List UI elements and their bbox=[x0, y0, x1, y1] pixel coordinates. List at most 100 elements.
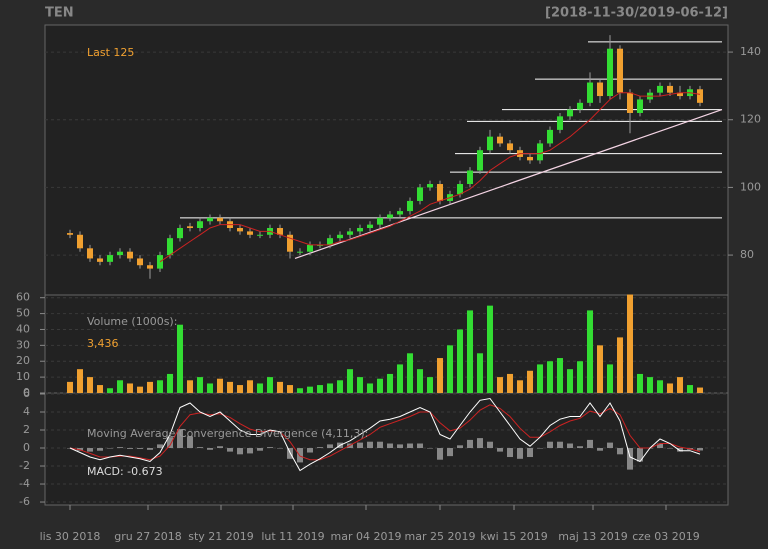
candle-body bbox=[97, 258, 103, 262]
volume-bar bbox=[647, 377, 653, 393]
y-tick-label: 30 bbox=[16, 338, 30, 351]
volume-bar bbox=[337, 380, 343, 393]
histogram-bar bbox=[197, 447, 203, 449]
histogram-bar bbox=[477, 438, 483, 449]
volume-bar bbox=[617, 337, 623, 393]
candle-body bbox=[527, 156, 533, 161]
candle-body bbox=[207, 217, 213, 222]
volume-bar bbox=[157, 380, 163, 393]
histogram-bar bbox=[607, 442, 613, 449]
histogram-bar bbox=[357, 442, 363, 449]
volume-bar bbox=[227, 381, 233, 393]
trend-line bbox=[294, 109, 723, 260]
candle-body bbox=[347, 231, 353, 235]
volume-bar bbox=[137, 386, 143, 393]
y-tick-label: -2 bbox=[19, 459, 30, 472]
candle-body bbox=[77, 234, 83, 249]
x-tick-label: sty 21 2019 bbox=[188, 530, 254, 543]
volume-bar bbox=[677, 377, 683, 393]
candle-body bbox=[537, 143, 543, 161]
histogram-bar bbox=[267, 447, 273, 449]
volume-bar bbox=[497, 377, 503, 393]
volume-bar bbox=[127, 383, 133, 393]
volume-bar bbox=[307, 386, 313, 393]
y-tick-label: 0 bbox=[23, 386, 30, 399]
y-tick-label: 10 bbox=[16, 370, 30, 383]
volume-bar bbox=[587, 310, 593, 393]
volume-bar bbox=[197, 377, 203, 393]
histogram-bar bbox=[297, 448, 303, 463]
volume-bar bbox=[187, 380, 193, 393]
histogram-bar bbox=[467, 439, 473, 449]
candle-body bbox=[237, 228, 243, 232]
volume-bar bbox=[477, 353, 483, 393]
volume-bar bbox=[267, 377, 273, 393]
y-tick-label: 0 bbox=[23, 441, 30, 454]
candle-body bbox=[187, 226, 193, 229]
histogram-bar bbox=[167, 437, 173, 449]
histogram-bar bbox=[107, 448, 113, 449]
histogram-bar bbox=[97, 448, 103, 451]
histogram-bar bbox=[377, 441, 383, 449]
candle-body bbox=[567, 109, 573, 117]
candle-body bbox=[87, 248, 93, 259]
histogram-bar bbox=[577, 446, 583, 449]
histogram-bar bbox=[177, 429, 183, 449]
y-tick-label: 120 bbox=[740, 113, 761, 126]
y-tick-label: 80 bbox=[740, 248, 754, 261]
histogram-bar bbox=[157, 444, 163, 449]
volume-label: Volume (1000s): bbox=[87, 315, 177, 328]
volume-bar bbox=[387, 373, 393, 393]
candle-body bbox=[467, 170, 473, 185]
volume-bar bbox=[527, 370, 533, 393]
candle-body bbox=[407, 200, 413, 212]
candle-body bbox=[697, 89, 703, 103]
histogram-bar bbox=[257, 448, 263, 451]
candle-body bbox=[437, 184, 443, 201]
histogram-bar bbox=[307, 448, 313, 453]
candle-body bbox=[557, 116, 563, 130]
histogram-bar bbox=[677, 448, 683, 452]
y-tick-label: -6 bbox=[19, 495, 30, 508]
volume-bar bbox=[697, 387, 703, 393]
x-tick-label: mar 25 2019 bbox=[405, 530, 476, 543]
candle-body bbox=[477, 150, 483, 171]
candle-body bbox=[577, 102, 583, 110]
y-tick-label: -4 bbox=[19, 477, 30, 490]
candle-body bbox=[147, 265, 153, 269]
candle-body bbox=[547, 129, 553, 144]
histogram-bar bbox=[277, 448, 283, 449]
volume-bar bbox=[607, 364, 613, 393]
volume-bar bbox=[297, 388, 303, 393]
histogram-bar bbox=[407, 443, 413, 449]
candle-body bbox=[497, 136, 503, 144]
histogram-bar bbox=[547, 441, 553, 449]
volume-bar bbox=[347, 369, 353, 393]
histogram-bar bbox=[457, 445, 463, 449]
histogram-bar bbox=[187, 436, 193, 449]
candle-body bbox=[367, 224, 373, 229]
histogram-bar bbox=[237, 448, 243, 455]
y-tick-label: 50 bbox=[16, 307, 30, 320]
candle-body bbox=[387, 214, 393, 218]
candle-body bbox=[287, 234, 293, 252]
volume-bar bbox=[407, 353, 413, 393]
y-tick-label: 40 bbox=[16, 322, 30, 335]
histogram-bar bbox=[497, 448, 503, 452]
volume-bar bbox=[637, 373, 643, 393]
candle-body bbox=[217, 217, 223, 222]
histogram-bar bbox=[637, 448, 643, 462]
candle-body bbox=[417, 187, 423, 201]
candle-body bbox=[197, 221, 203, 229]
volume-bar bbox=[67, 381, 73, 393]
histogram-bar bbox=[217, 446, 223, 449]
price-label: Last 125 bbox=[87, 46, 134, 59]
histogram-bar bbox=[557, 441, 563, 449]
candle-body bbox=[137, 258, 143, 266]
histogram-bar bbox=[667, 448, 673, 449]
histogram-bar bbox=[207, 448, 213, 450]
moving-average bbox=[159, 92, 701, 263]
candle-body bbox=[177, 228, 183, 239]
candle-body bbox=[317, 244, 323, 246]
candle-body bbox=[107, 255, 113, 262]
